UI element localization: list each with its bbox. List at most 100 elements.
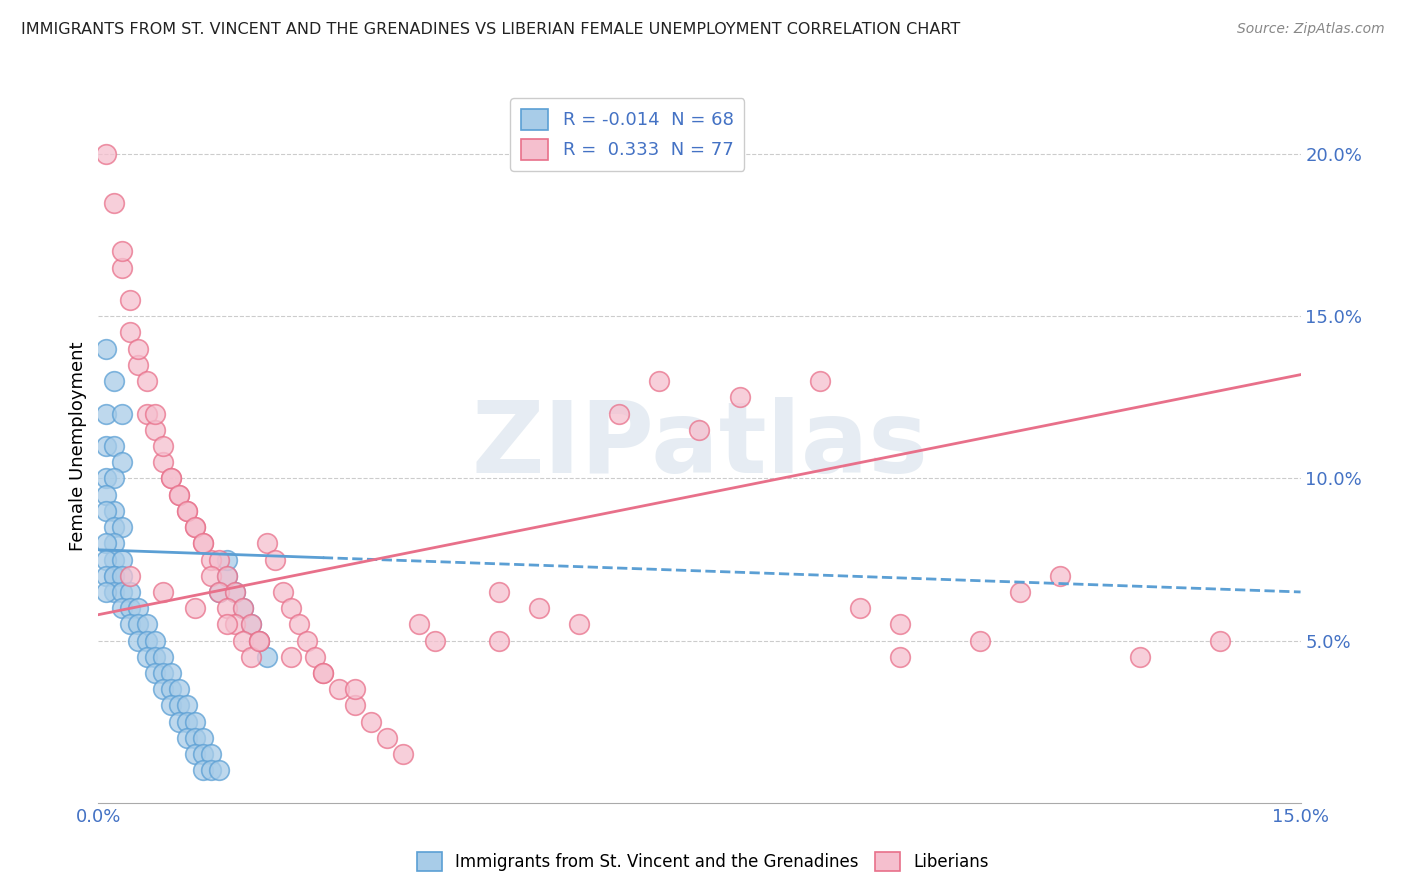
Point [176, 698, 198, 713]
Point [120, 601, 142, 615]
Point [215, 552, 238, 566]
Point [159, 698, 181, 713]
Point [208, 585, 231, 599]
Point [128, 633, 150, 648]
Y-axis label: Female Unemployment: Female Unemployment [69, 342, 87, 550]
Text: Source: ZipAtlas.com: Source: ZipAtlas.com [1237, 22, 1385, 37]
Point [96, 568, 118, 582]
Point [143, 407, 166, 421]
Point [232, 601, 254, 615]
Point [239, 617, 262, 632]
Point [280, 649, 302, 664]
Point [263, 552, 285, 566]
Point [1049, 568, 1071, 582]
Point [247, 633, 270, 648]
Point [889, 617, 911, 632]
Point [343, 698, 366, 713]
Point [271, 585, 294, 599]
Legend: R = -0.014  N = 68, R =  0.333  N = 77: R = -0.014 N = 68, R = 0.333 N = 77 [510, 98, 744, 170]
Point [167, 488, 190, 502]
Point [111, 585, 134, 599]
Point [609, 407, 631, 421]
Point [167, 714, 190, 729]
Point [152, 439, 174, 453]
Point [111, 455, 134, 469]
Point [143, 633, 166, 648]
Point [191, 764, 214, 778]
Point [152, 666, 174, 681]
Point [423, 633, 446, 648]
Point [167, 698, 190, 713]
Point [239, 617, 262, 632]
Point [143, 649, 166, 664]
Point [488, 585, 510, 599]
Point [191, 536, 214, 550]
Point [120, 585, 142, 599]
Point [103, 520, 125, 534]
Point [159, 682, 181, 697]
Point [135, 617, 157, 632]
Point [191, 747, 214, 761]
Point [103, 568, 125, 582]
Point [215, 568, 238, 582]
Point [96, 585, 118, 599]
Point [183, 731, 205, 745]
Point [120, 617, 142, 632]
Point [96, 439, 118, 453]
Point [232, 633, 254, 648]
Point [176, 504, 198, 518]
Point [969, 633, 991, 648]
Point [103, 471, 125, 485]
Point [689, 423, 711, 437]
Point [128, 601, 150, 615]
Point [247, 633, 270, 648]
Point [152, 649, 174, 664]
Point [215, 568, 238, 582]
Point [224, 585, 246, 599]
Point [312, 666, 335, 681]
Point [167, 488, 190, 502]
Point [135, 633, 157, 648]
Point [183, 520, 205, 534]
Point [849, 601, 872, 615]
Point [360, 714, 382, 729]
Point [488, 633, 510, 648]
Point [312, 666, 335, 681]
Point [167, 682, 190, 697]
Point [529, 601, 551, 615]
Point [111, 552, 134, 566]
Legend: Immigrants from St. Vincent and the Grenadines, Liberians: Immigrants from St. Vincent and the Gren… [409, 843, 997, 880]
Point [152, 585, 174, 599]
Point [889, 649, 911, 664]
Point [183, 520, 205, 534]
Point [239, 649, 262, 664]
Point [208, 585, 231, 599]
Point [568, 617, 591, 632]
Point [200, 568, 222, 582]
Point [200, 747, 222, 761]
Point [96, 488, 118, 502]
Point [111, 407, 134, 421]
Point [120, 293, 142, 307]
Point [200, 552, 222, 566]
Point [200, 764, 222, 778]
Point [135, 649, 157, 664]
Point [143, 423, 166, 437]
Point [183, 747, 205, 761]
Point [176, 504, 198, 518]
Point [256, 536, 278, 550]
Point [280, 601, 302, 615]
Point [288, 617, 311, 632]
Point [159, 471, 181, 485]
Text: IMMIGRANTS FROM ST. VINCENT AND THE GRENADINES VS LIBERIAN FEMALE UNEMPLOYMENT C: IMMIGRANTS FROM ST. VINCENT AND THE GREN… [21, 22, 960, 37]
Point [96, 504, 118, 518]
Point [159, 471, 181, 485]
Point [111, 520, 134, 534]
Point [215, 617, 238, 632]
Point [728, 390, 751, 404]
Point [111, 568, 134, 582]
Point [128, 617, 150, 632]
Point [103, 439, 125, 453]
Point [375, 731, 398, 745]
Point [96, 471, 118, 485]
